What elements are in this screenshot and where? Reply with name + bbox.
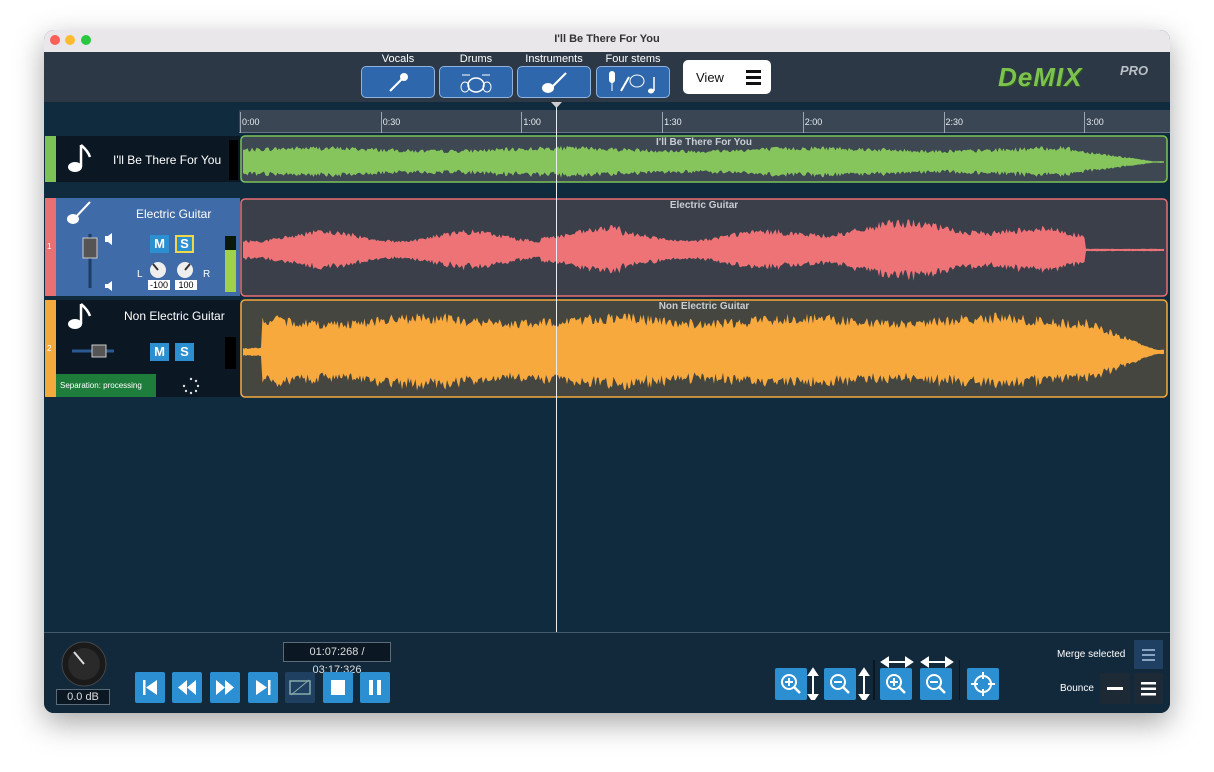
fast-forward-button[interactable] — [210, 672, 240, 703]
volume-fader[interactable] — [80, 232, 125, 292]
clip-label: Electric Guitar — [669, 200, 739, 211]
logo: DeMIX — [998, 62, 1083, 92]
drums-button[interactable] — [439, 66, 513, 98]
time-label: 2:30 — [945, 117, 964, 127]
track-name: Non Electric Guitar — [124, 309, 225, 323]
clip-label: Non Electric Guitar — [658, 301, 750, 312]
pan-knobs[interactable] — [148, 260, 198, 280]
instruments-button[interactable] — [517, 66, 591, 98]
time-label: 0:00 — [242, 117, 260, 127]
bounce-single-button[interactable] — [1100, 673, 1130, 704]
track-name: Electric Guitar — [136, 207, 212, 221]
time-label: 1:00 — [523, 117, 541, 127]
waveform — [243, 219, 1164, 281]
view-button[interactable]: View — [683, 60, 771, 94]
note-icon — [68, 144, 92, 172]
ruler-tick — [1084, 112, 1086, 133]
stem-label: Vocals — [381, 53, 415, 65]
track-color — [45, 136, 56, 182]
zoom-out-horizontal-button[interactable] — [920, 668, 952, 700]
rewind-button[interactable] — [172, 672, 202, 703]
stem-label: Four stems — [605, 53, 661, 65]
pan-left-value: -100 — [148, 280, 170, 290]
solo-button[interactable]: S — [175, 235, 194, 253]
timeline-ruler — [239, 110, 1170, 133]
ruler-tick — [240, 112, 241, 133]
note-icon — [68, 303, 92, 329]
title-bar — [44, 30, 1170, 52]
logo-suffix: PRO — [1120, 63, 1149, 78]
time-label: 0:30 — [382, 117, 401, 127]
playhead — [556, 104, 557, 632]
level-meter — [225, 337, 236, 369]
mute-button[interactable]: M — [150, 343, 169, 361]
zoom-in-horizontal-button[interactable] — [880, 668, 912, 700]
pan-right-label: R — [203, 269, 211, 280]
level-meter — [225, 236, 236, 292]
master-volume-knob[interactable] — [60, 640, 108, 688]
track-header — [56, 300, 240, 374]
time-readout: 01:07:268 / 03:17:326 — [283, 642, 391, 676]
view-label: View — [696, 70, 724, 85]
waveform — [243, 145, 1164, 178]
track-color — [45, 300, 56, 397]
track-color — [45, 198, 56, 296]
bounce-label: Bounce — [1060, 683, 1094, 694]
ruler-tick — [380, 112, 382, 133]
mute-button[interactable]: M — [150, 235, 169, 253]
zoom-arrows — [800, 655, 961, 705]
skip-start-button[interactable] — [135, 672, 165, 703]
pause-button[interactable] — [360, 672, 390, 703]
vocals-button[interactable] — [361, 66, 435, 98]
zoom-out-vertical-button[interactable] — [824, 668, 856, 700]
volume-fader[interactable] — [70, 343, 116, 359]
guitar-icon — [67, 201, 91, 224]
pan-left-label: L — [137, 269, 143, 280]
loop-button[interactable] — [285, 672, 315, 703]
four-stems-button[interactable] — [596, 66, 670, 98]
level-meter — [229, 140, 238, 180]
zoom-in-vertical-button[interactable] — [775, 668, 807, 700]
track-header — [56, 136, 240, 182]
stem-label: Instruments — [525, 53, 583, 65]
stop-button[interactable] — [323, 672, 353, 703]
skip-end-button[interactable] — [248, 672, 278, 703]
ruler-tick — [521, 112, 523, 133]
clip-label: I'll Be There For You — [656, 137, 752, 148]
track-name: I'll Be There For You — [113, 153, 222, 167]
stem-label: Drums — [459, 53, 493, 65]
time-label: 1:30 — [664, 117, 682, 127]
track-number: 1 — [47, 242, 52, 251]
playhead-marker[interactable] — [551, 102, 562, 109]
merge-button[interactable] — [1134, 640, 1163, 669]
spinner — [182, 377, 200, 395]
track-number: 2 — [47, 344, 52, 353]
time-label: 2:00 — [804, 117, 823, 127]
bounce-all-button[interactable] — [1134, 673, 1163, 704]
pan-right-value: 100 — [175, 280, 197, 290]
ruler-tick — [943, 112, 945, 133]
waveform — [243, 312, 1164, 391]
traffic-lights[interactable] — [48, 33, 98, 49]
window-title: I'll Be There For You — [554, 33, 660, 45]
merge-label: Merge selected — [1057, 649, 1126, 660]
ruler-tick — [662, 112, 664, 133]
solo-button[interactable]: S — [175, 343, 194, 361]
volume-readout: 0.0 dB — [56, 689, 110, 705]
separation-status: Separation: processing — [56, 374, 156, 397]
ruler-tick — [802, 112, 804, 133]
center-button[interactable] — [967, 668, 999, 700]
time-label: 3:00 — [1086, 117, 1104, 127]
